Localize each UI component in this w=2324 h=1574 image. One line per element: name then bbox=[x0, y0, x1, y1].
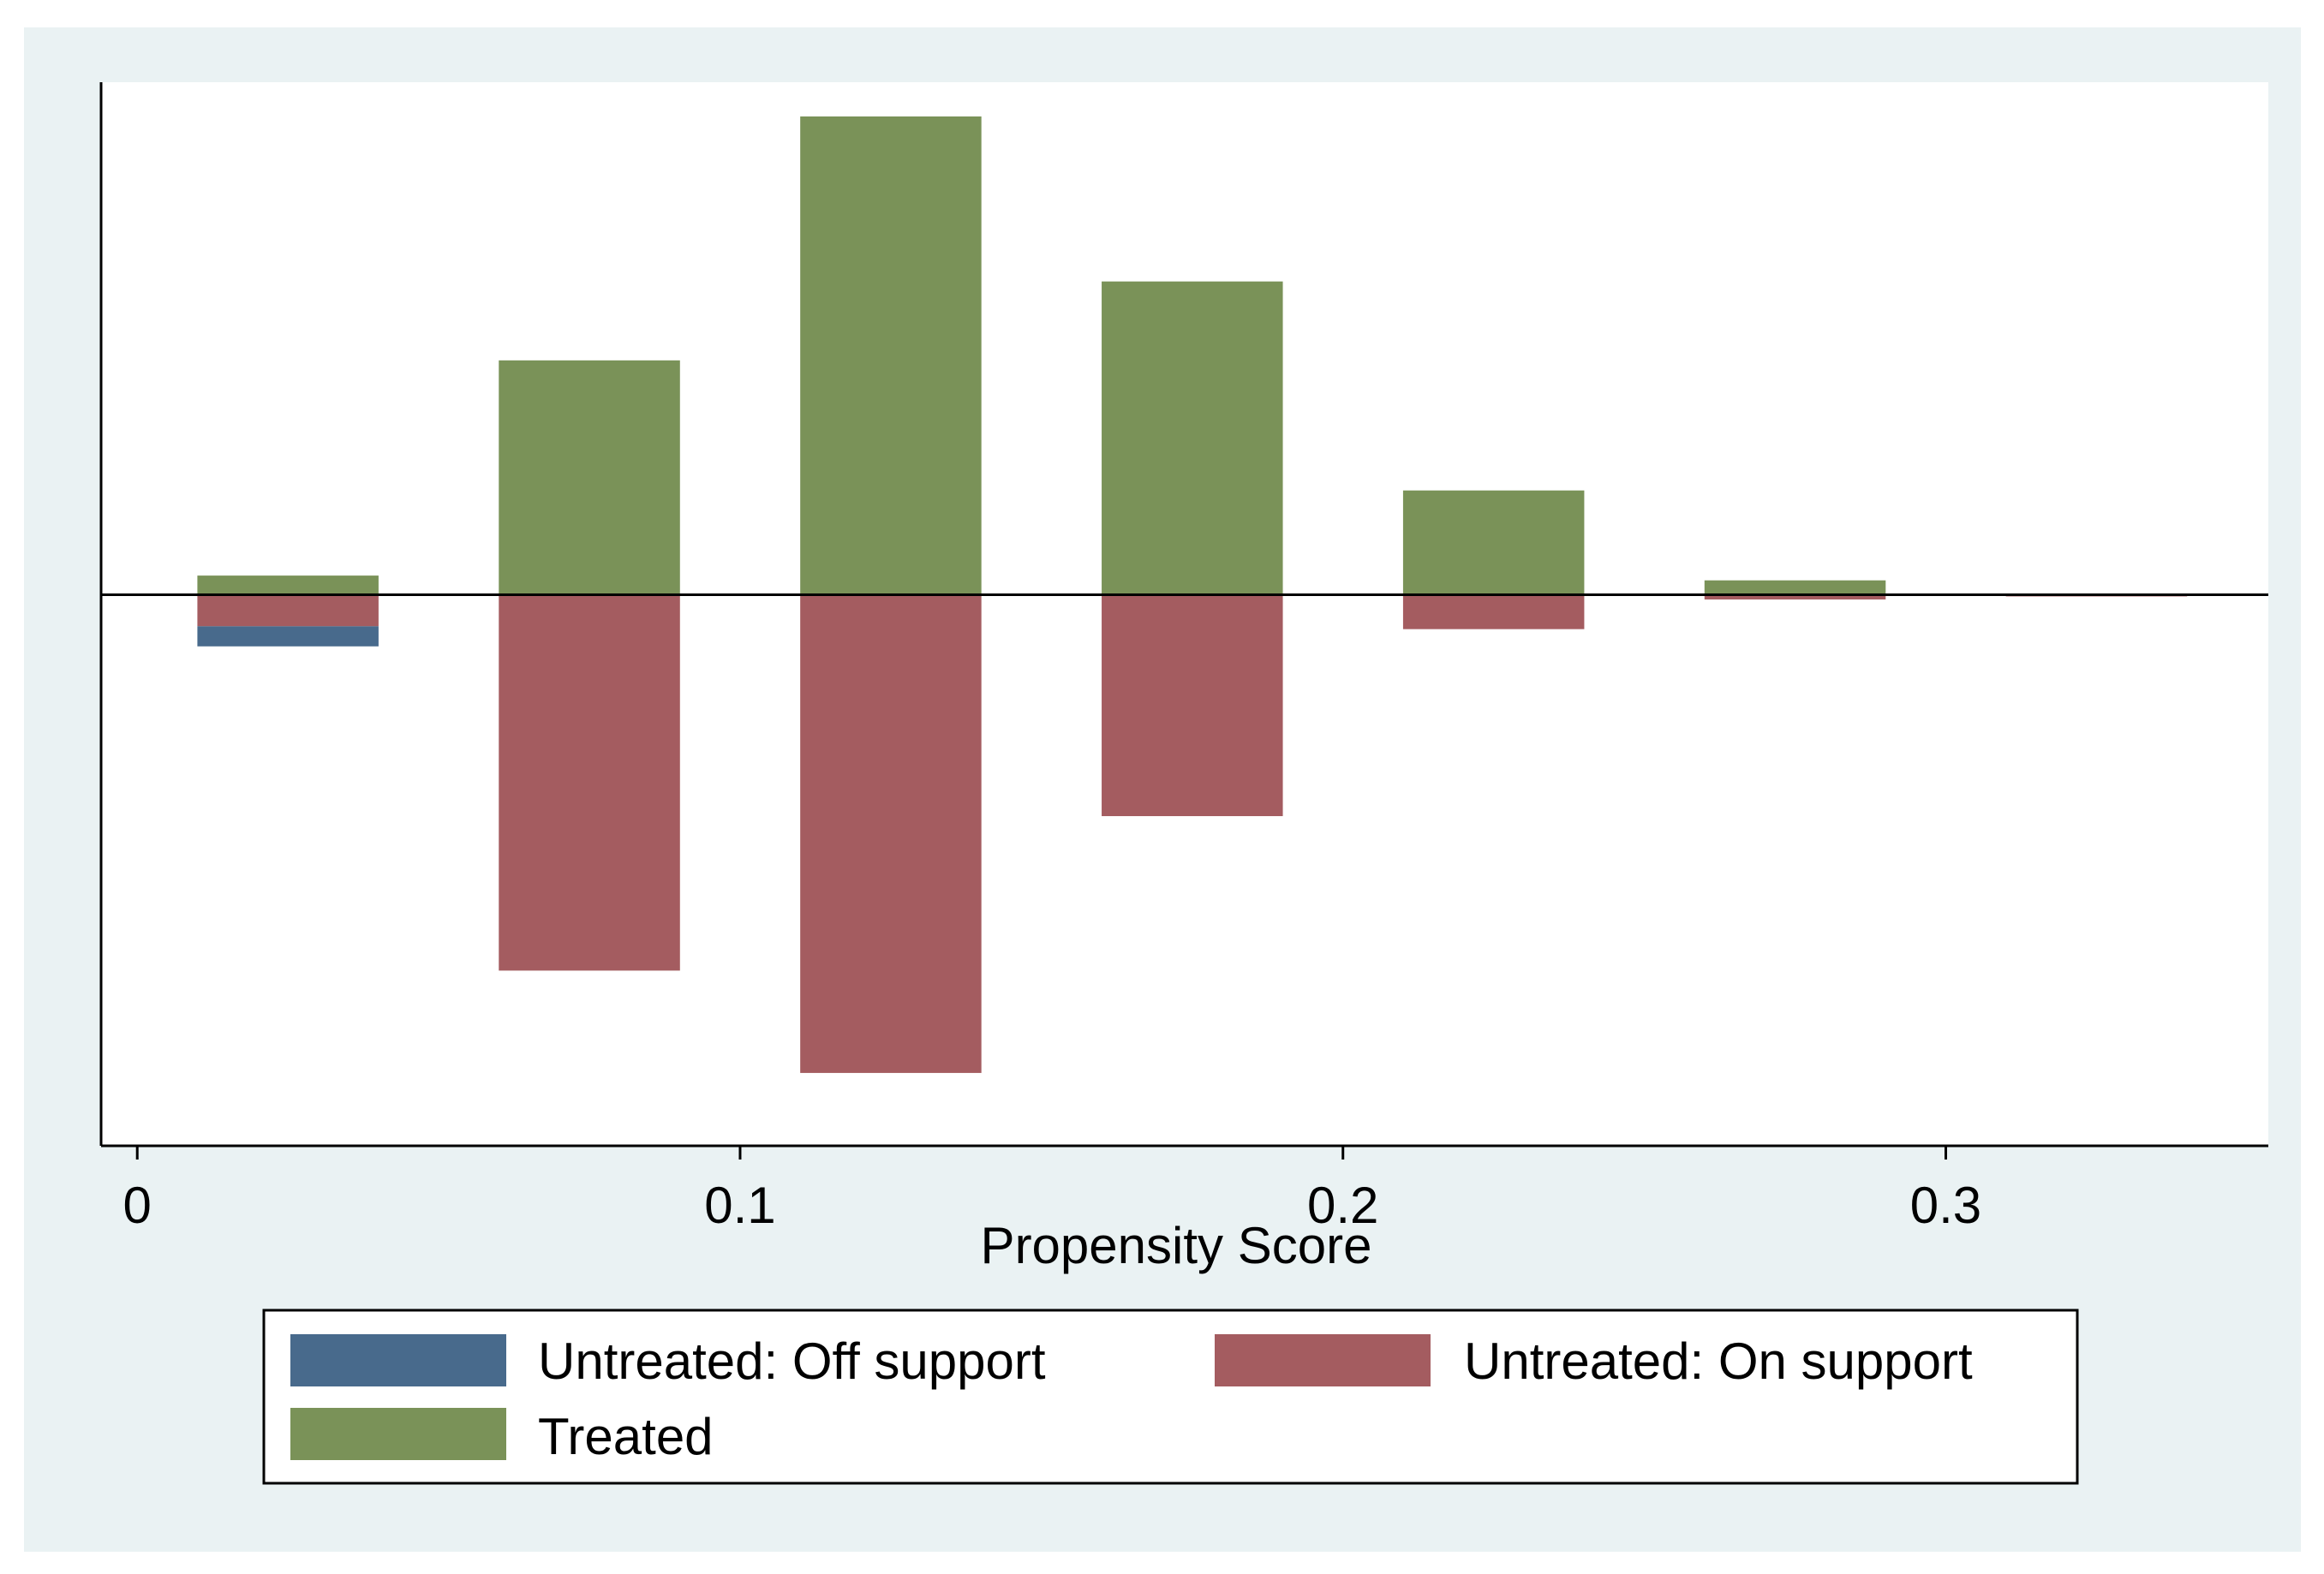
x-tick-label-1: 0.1 bbox=[704, 1177, 775, 1234]
legend-box bbox=[262, 1309, 2079, 1485]
bars-layer bbox=[197, 116, 2188, 1073]
x-axis-title: Propensity Score bbox=[981, 1217, 1372, 1274]
legend-swatch-off-support bbox=[290, 1334, 506, 1386]
bar-untreated-on-support-0 bbox=[197, 594, 379, 627]
bar-untreated-on-support-2 bbox=[800, 594, 982, 1073]
x-tick-label-3: 0.3 bbox=[1910, 1177, 1981, 1234]
legend-swatch-treated bbox=[290, 1408, 506, 1460]
ticks-layer: 0 0.1 0.2 0.3 bbox=[123, 1146, 1981, 1234]
bar-untreated-on-support-4 bbox=[1402, 594, 1585, 629]
bar-treated-3 bbox=[1102, 281, 1283, 595]
propensity-score-chart: 0 0.1 0.2 0.3 Propensity Score Untreated: O… bbox=[99, 82, 2268, 1485]
bar-treated-0 bbox=[197, 575, 379, 595]
x-tick-label-0: 0 bbox=[123, 1177, 152, 1234]
bar-treated-2 bbox=[800, 116, 982, 595]
bar-untreated-on-support-3 bbox=[1102, 594, 1283, 817]
bar-untreated-on-support-1 bbox=[499, 594, 680, 971]
x-tick-label-2: 0.2 bbox=[1307, 1177, 1378, 1234]
bar-treated-4 bbox=[1402, 490, 1585, 595]
legend-label-on-support: Untreated: On support bbox=[1464, 1333, 1973, 1390]
chart-background: 0 0.1 0.2 0.3 Propensity Score Untreated: O… bbox=[24, 27, 2301, 1552]
legend-swatch-on-support bbox=[1215, 1334, 1431, 1386]
legend: Untreated: Off support Untreated: On sup… bbox=[262, 1309, 2079, 1485]
legend-label-treated: Treated bbox=[538, 1408, 714, 1465]
bar-untreated-off-support-0 bbox=[197, 626, 379, 647]
bar-untreated-on-support-5 bbox=[1704, 594, 1886, 600]
bar-treated-5 bbox=[1704, 580, 1886, 595]
legend-label-off-support: Untreated: Off support bbox=[538, 1333, 1046, 1390]
bar-treated-1 bbox=[499, 360, 680, 595]
